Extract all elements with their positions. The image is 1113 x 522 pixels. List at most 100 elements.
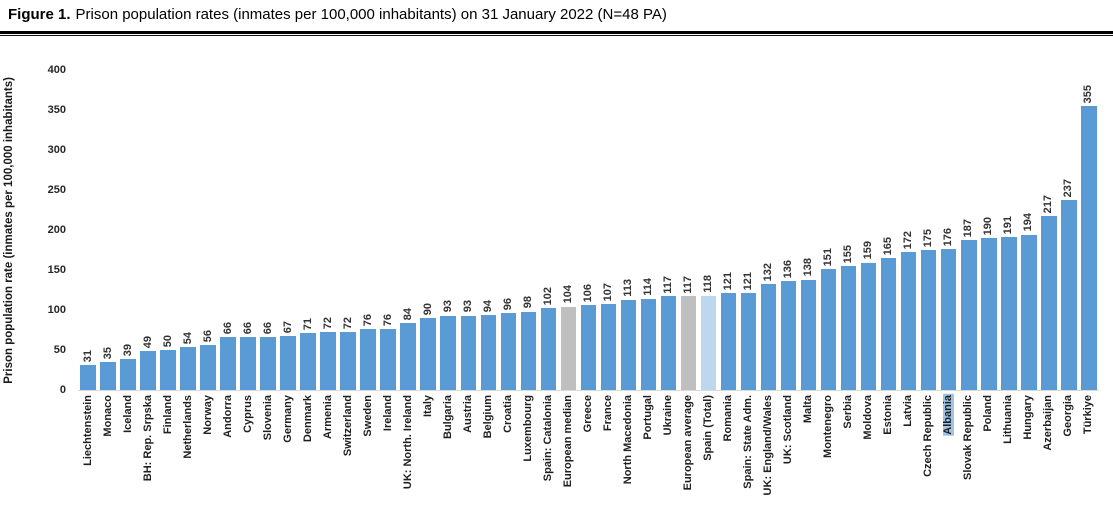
bar — [900, 252, 917, 390]
x-axis-label-cell: Croatia — [498, 394, 518, 434]
x-axis-label-cell: North Macedonia — [618, 394, 638, 485]
bar-value-label: 175 — [922, 228, 935, 247]
y-tick-label: 0 — [59, 384, 66, 396]
y-tick-label: 50 — [53, 344, 66, 356]
x-axis-label-cell: European average — [678, 394, 698, 491]
x-axis-label: Lithuania — [1002, 395, 1015, 444]
bar-column: 151 — [819, 70, 839, 390]
bar — [460, 315, 477, 390]
x-axis-label-cell: Georgia — [1059, 394, 1079, 438]
bar-column: 35 — [98, 70, 118, 390]
x-axis-label: Germany — [281, 395, 294, 443]
x-axis-label: Austria — [461, 395, 474, 433]
bar-column: 107 — [598, 70, 618, 390]
y-tick-label: 250 — [47, 184, 66, 196]
bar-value-label: 96 — [501, 297, 514, 311]
bar — [100, 362, 116, 390]
x-axis-label-highlighted: Albania — [942, 394, 955, 436]
bar-column: 155 — [839, 70, 859, 390]
x-axis-label: Iceland — [121, 395, 134, 433]
x-axis-label: Portugal — [641, 395, 654, 440]
bar-value-label: 172 — [902, 231, 915, 250]
bar — [920, 250, 937, 390]
x-axis-label-cell: BH: Rep. Srpska — [138, 394, 158, 482]
bar-value-label: 102 — [541, 287, 554, 306]
x-axis-label-cell: Sweden — [358, 394, 378, 438]
bar-value-label: 84 — [401, 307, 414, 320]
x-axis-label-cell: Ukraine — [658, 394, 678, 436]
bar — [320, 332, 336, 390]
bar — [800, 279, 817, 390]
x-axis-label: Estonia — [882, 395, 895, 435]
x-axis-label-cell: Albania — [939, 394, 959, 436]
bar — [780, 281, 797, 390]
x-axis-label: France — [601, 395, 614, 432]
x-axis-label-cell: Portugal — [638, 394, 658, 441]
bar — [940, 249, 957, 390]
x-axis-label: Denmark — [301, 395, 314, 443]
bar-value-label: 217 — [1042, 195, 1055, 214]
x-axis-label: UK: Scotland — [782, 395, 795, 465]
bar — [1080, 106, 1097, 390]
bar-value-label: 159 — [862, 241, 875, 260]
x-axis-label-cell: Azerbaijan — [1039, 394, 1059, 452]
bar-value-label: 107 — [601, 283, 614, 302]
x-axis-label: Ireland — [381, 395, 394, 432]
x-axis-label-cell: Bulgaria — [438, 394, 458, 440]
bar — [980, 238, 997, 390]
x-axis-label: Czech Republic — [922, 395, 935, 477]
y-tick-label: 200 — [47, 224, 66, 236]
y-tick-label: 350 — [47, 104, 66, 116]
bar — [340, 332, 357, 390]
bar — [820, 269, 837, 390]
x-axis-label: Croatia — [501, 395, 514, 433]
bar — [440, 315, 457, 390]
x-axis-label-cell: Latvia — [899, 394, 919, 428]
bar — [260, 337, 276, 390]
x-axis-label-cell: Spain (Total) — [698, 394, 718, 462]
x-axis-label: Slovak Republic — [962, 395, 975, 480]
bar — [540, 308, 557, 390]
bar — [200, 345, 216, 390]
y-tick-label: 150 — [47, 264, 66, 276]
bar — [500, 313, 517, 390]
bar-column: 93 — [438, 70, 458, 390]
bar — [160, 350, 176, 390]
bar — [740, 293, 757, 390]
bar — [620, 299, 637, 390]
bar-column: 118 — [698, 70, 718, 390]
bar-value-label: 138 — [802, 258, 815, 277]
x-axis-label-cell: Germany — [278, 394, 298, 444]
bar-value-label: 56 — [201, 329, 214, 343]
x-axis-label-cell: Cyprus — [238, 394, 258, 434]
x-axis-label: Slovenia — [261, 395, 274, 441]
bar-value-label: 39 — [121, 343, 134, 356]
x-axis-label-cell: Greece — [578, 394, 598, 433]
x-axis-label: Belgium — [481, 395, 494, 439]
x-axis-label-cell: Spain: Catalonia — [538, 394, 558, 482]
bar-column: 132 — [759, 70, 779, 390]
x-axis-label: Azerbaijan — [1042, 395, 1055, 451]
bar-value-label: 93 — [441, 300, 454, 313]
x-axis-label: Luxembourg — [521, 395, 534, 462]
bar-value-label: 71 — [301, 317, 314, 331]
x-axis-label: Liechtenstein — [81, 395, 94, 466]
x-axis-label-cell: Armenia — [318, 394, 338, 440]
x-axis-label: BH: Rep. Srpska — [141, 395, 154, 482]
bar — [960, 240, 977, 390]
bar — [640, 298, 657, 390]
bar — [860, 262, 877, 390]
x-axis-label-cell: UK: North. Ireland — [398, 394, 418, 490]
x-axis-label: Montenegro — [822, 395, 835, 458]
bar — [300, 333, 316, 390]
bar-column: 94 — [478, 70, 498, 390]
x-axis-label: Cyprus — [241, 395, 254, 433]
x-axis-label: Armenia — [321, 395, 334, 440]
title-divider-thin-line — [0, 35, 1113, 36]
y-tick-label: 300 — [47, 144, 66, 156]
x-axis-label-cell: Liechtenstein — [78, 394, 98, 467]
bar-value-label: 106 — [581, 283, 594, 303]
x-axis-label-cell: Italy — [418, 394, 438, 418]
bar-column: 217 — [1039, 70, 1059, 390]
title-divider-thick-line — [0, 31, 1113, 34]
